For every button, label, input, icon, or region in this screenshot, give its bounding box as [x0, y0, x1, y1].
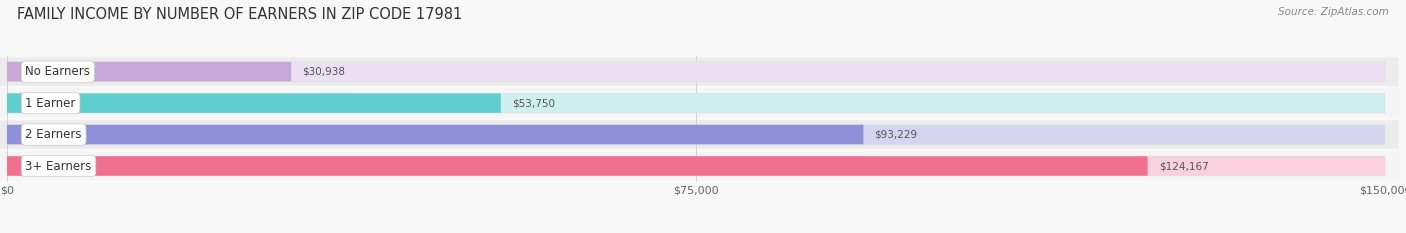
Text: No Earners: No Earners [25, 65, 90, 78]
FancyBboxPatch shape [7, 156, 1147, 176]
FancyBboxPatch shape [0, 89, 1399, 117]
Text: $93,229: $93,229 [875, 130, 918, 140]
FancyBboxPatch shape [7, 62, 1385, 81]
Text: Source: ZipAtlas.com: Source: ZipAtlas.com [1278, 7, 1389, 17]
FancyBboxPatch shape [7, 93, 1385, 113]
Text: $124,167: $124,167 [1159, 161, 1208, 171]
FancyBboxPatch shape [7, 125, 863, 144]
FancyBboxPatch shape [7, 93, 501, 113]
FancyBboxPatch shape [7, 156, 1385, 176]
FancyBboxPatch shape [0, 120, 1399, 149]
Text: 1 Earner: 1 Earner [25, 97, 76, 110]
Text: FAMILY INCOME BY NUMBER OF EARNERS IN ZIP CODE 17981: FAMILY INCOME BY NUMBER OF EARNERS IN ZI… [17, 7, 463, 22]
FancyBboxPatch shape [0, 152, 1399, 180]
FancyBboxPatch shape [7, 62, 291, 81]
Text: $30,938: $30,938 [302, 67, 346, 77]
FancyBboxPatch shape [7, 125, 1385, 144]
FancyBboxPatch shape [0, 58, 1399, 86]
Text: $53,750: $53,750 [512, 98, 555, 108]
Text: 3+ Earners: 3+ Earners [25, 160, 91, 172]
Text: 2 Earners: 2 Earners [25, 128, 82, 141]
